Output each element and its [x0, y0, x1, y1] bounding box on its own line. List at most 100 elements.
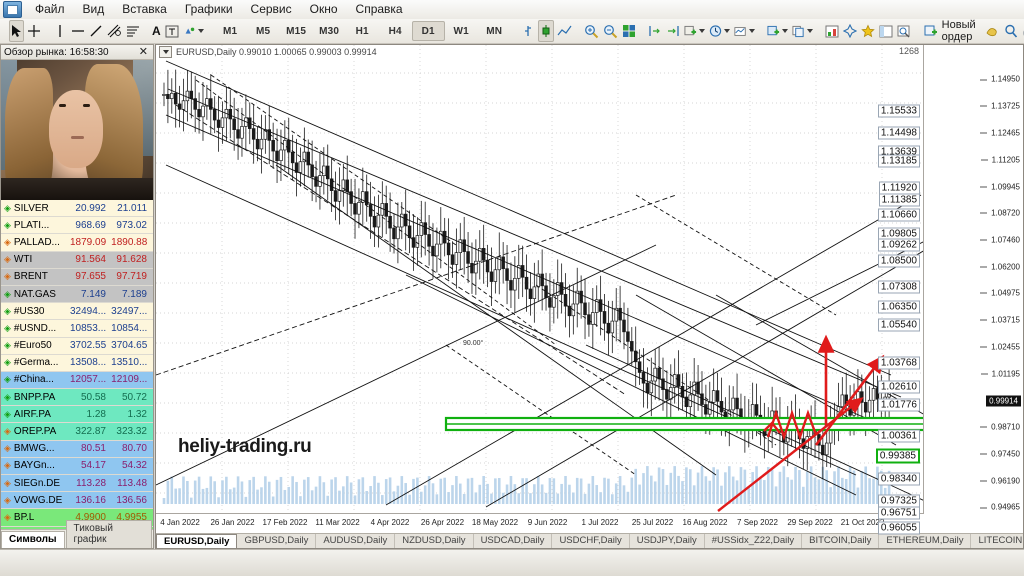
- chart-plot-area[interactable]: heliy-trading.ru 90.00°: [156, 45, 923, 514]
- chart-tab[interactable]: EURUSD,Daily: [156, 534, 238, 548]
- timeframe-m1[interactable]: M1: [223, 25, 238, 37]
- chart-tab[interactable]: ETHEREUM,Daily: [879, 534, 972, 548]
- zoom-in-icon[interactable]: [583, 20, 600, 42]
- bar-chart-icon[interactable]: [520, 20, 536, 42]
- tab-tick-chart[interactable]: Тиковый график: [65, 520, 152, 548]
- chart-tab[interactable]: USDJPY,Daily: [630, 534, 705, 548]
- candlestick-chart-icon[interactable]: [537, 20, 554, 42]
- fibonacci-tool-icon[interactable]: [125, 20, 141, 42]
- menu-item-help[interactable]: Справка: [355, 2, 403, 16]
- menu-item-file[interactable]: Файл: [35, 2, 65, 16]
- new-order-button[interactable]: Новый ордер: [921, 19, 983, 43]
- market-watch-row[interactable]: ◈ PLATI... 968.69 973.02: [1, 217, 153, 235]
- webcam-eye-right: [83, 104, 90, 107]
- period-separator-icon[interactable]: [708, 20, 731, 42]
- search-icon[interactable]: [1003, 20, 1019, 42]
- chart-tab[interactable]: USDCHF,Daily: [552, 534, 630, 548]
- shapes-tool-icon[interactable]: [182, 20, 205, 42]
- copy-chart-icon[interactable]: [791, 20, 814, 42]
- market-watch-row[interactable]: ◈ BNPP.PA 50.58 50.72: [1, 389, 153, 407]
- time-axis-label: 1 Jul 2022: [581, 518, 619, 527]
- bid-price: 20.992: [75, 202, 106, 214]
- menu-item-window[interactable]: Окно: [309, 2, 338, 16]
- timeframe-h4[interactable]: H4: [388, 25, 402, 37]
- market-watch-row[interactable]: ◈ VOWG.DE 136.16 136.56: [1, 492, 153, 510]
- equidistant-channel-tool-icon[interactable]: [106, 20, 123, 42]
- terminal-toggle-icon[interactable]: [878, 20, 894, 42]
- arrow-down-icon: ◈: [4, 477, 11, 488]
- market-watch-symbol-list[interactable]: ◈ SILVER 20.992 21.011 ◈ PLATI... 968.69 973.02…: [1, 200, 153, 544]
- market-watch-row[interactable]: ◈ #Euro50 3702.55 3704.65: [1, 337, 153, 355]
- market-watch-row[interactable]: ◈ #Germa... 13508... 13510...: [1, 354, 153, 372]
- market-watch-row[interactable]: ◈ SIEGn.DE 113.28 113.48: [1, 475, 153, 493]
- market-watch-toggle-icon[interactable]: [824, 20, 840, 42]
- crosshair-tool-icon[interactable]: [26, 20, 42, 42]
- market-watch-row[interactable]: ◈ #USND... 10853... 10854...: [1, 320, 153, 338]
- templates-icon[interactable]: [733, 20, 756, 42]
- add-indicator-icon[interactable]: [683, 20, 706, 42]
- market-watch-row[interactable]: ◈ OREP.PA 322.87 323.32: [1, 423, 153, 441]
- zoom-out-icon[interactable]: [602, 20, 619, 42]
- market-watch-row[interactable]: ◈ AIRF.PA 1.28 1.32: [1, 406, 153, 424]
- horizontal-line-tool-icon[interactable]: [70, 20, 86, 42]
- favorites-icon[interactable]: [860, 20, 876, 42]
- metaeditor-icon[interactable]: [984, 20, 1001, 42]
- market-watch-row[interactable]: ◈ NAT.GAS 7.149 7.189: [1, 285, 153, 304]
- bid-price: 1879.09: [70, 236, 107, 248]
- chart-tab[interactable]: AUDUSD,Daily: [316, 534, 396, 548]
- market-watch-row[interactable]: ◈ SILVER 20.992 21.011: [1, 200, 153, 218]
- timeframe-d1[interactable]: D1: [411, 21, 445, 41]
- arrow-up-icon: ◈: [4, 357, 11, 368]
- menu-item-charts[interactable]: Графики: [184, 2, 233, 16]
- trendline-tool-icon[interactable]: [88, 20, 104, 42]
- ask-price: 323.32: [116, 426, 147, 438]
- market-watch-row[interactable]: ◈ BMWG... 80.51 80.70: [1, 440, 153, 458]
- timeframe-mn[interactable]: MN: [486, 25, 503, 37]
- chevron-down-icon[interactable]: [723, 29, 730, 33]
- price-axis[interactable]: 1.14950 1.13725 1.12465 1.11205 1.09945 1.087…: [923, 45, 1023, 514]
- timeframe-m5[interactable]: M5: [256, 25, 271, 37]
- tab-symbols[interactable]: Символы: [1, 531, 65, 548]
- chevron-down-icon[interactable]: [781, 29, 788, 33]
- market-watch-row[interactable]: ◈ #US30 32494... 32497...: [1, 303, 153, 321]
- chart-tab[interactable]: USDCAD,Daily: [474, 534, 553, 548]
- chart-tab[interactable]: GBPUSD,Daily: [237, 534, 317, 548]
- navigator-icon[interactable]: [842, 20, 858, 42]
- chart-tabs[interactable]: EURUSD,Daily GBPUSD,Daily AUDUSD,Daily NZDU…: [156, 533, 1023, 548]
- chart-tab[interactable]: BITCOIN,Daily: [802, 534, 880, 548]
- chart-shift-icon[interactable]: [665, 20, 681, 42]
- chart-tab[interactable]: LITECOIN,Daily: [971, 534, 1023, 548]
- autoscroll-icon[interactable]: [647, 20, 663, 42]
- market-watch-row[interactable]: ◈ BAYGn... 54.17 54.32: [1, 457, 153, 475]
- new-chart-icon[interactable]: [766, 20, 789, 42]
- menu-item-insert[interactable]: Вставка: [122, 2, 167, 16]
- market-watch-row[interactable]: ◈ #China... 12057... 12109...: [1, 371, 153, 390]
- menu-item-view[interactable]: Вид: [82, 2, 105, 16]
- market-watch-row[interactable]: ◈ WTI 91.564 91.628: [1, 251, 153, 269]
- chart-menu-button[interactable]: [159, 45, 172, 58]
- chart-tab[interactable]: NZDUSD,Daily: [395, 534, 474, 548]
- menu-item-tools[interactable]: Сервис: [250, 2, 292, 16]
- chevron-down-icon[interactable]: [748, 29, 755, 33]
- chart-tab[interactable]: #USSidx_Z22,Daily: [705, 534, 803, 548]
- line-chart-icon[interactable]: [556, 20, 573, 42]
- market-watch-row[interactable]: ◈ BRENT 97.655 97.719: [1, 268, 153, 286]
- market-watch-row[interactable]: ◈ PALLAD... 1879.09 1890.88: [1, 234, 153, 252]
- symbol-name: ◈ BAYGn...: [1, 460, 70, 471]
- timeframe-m30[interactable]: M30: [319, 25, 340, 37]
- strategy-tester-icon[interactable]: [896, 20, 912, 42]
- tile-windows-icon[interactable]: [621, 20, 637, 42]
- chevron-down-icon[interactable]: [698, 29, 705, 33]
- vertical-line-tool-icon[interactable]: [52, 20, 68, 42]
- text-tool-icon[interactable]: A: [152, 24, 161, 38]
- alerts-icon[interactable]: 1: [1021, 20, 1024, 42]
- chevron-down-icon[interactable]: [806, 29, 813, 33]
- chevron-down-icon[interactable]: [197, 29, 204, 33]
- timeframe-m15[interactable]: M15: [286, 25, 307, 37]
- symbol-label: BP.L: [13, 511, 35, 523]
- timeframe-h1[interactable]: H1: [355, 25, 369, 37]
- close-icon[interactable]: ✕: [138, 45, 148, 58]
- text-label-tool-icon[interactable]: [164, 20, 180, 42]
- cursor-tool-icon[interactable]: [9, 20, 24, 42]
- timeframe-w1[interactable]: W1: [453, 25, 469, 37]
